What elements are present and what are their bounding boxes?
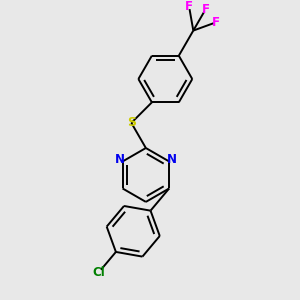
- Text: Cl: Cl: [92, 266, 105, 279]
- Text: S: S: [127, 116, 136, 129]
- Text: F: F: [185, 0, 193, 13]
- Text: N: N: [167, 153, 177, 166]
- Text: N: N: [115, 153, 125, 166]
- Text: F: F: [201, 3, 209, 16]
- Text: F: F: [212, 16, 220, 29]
